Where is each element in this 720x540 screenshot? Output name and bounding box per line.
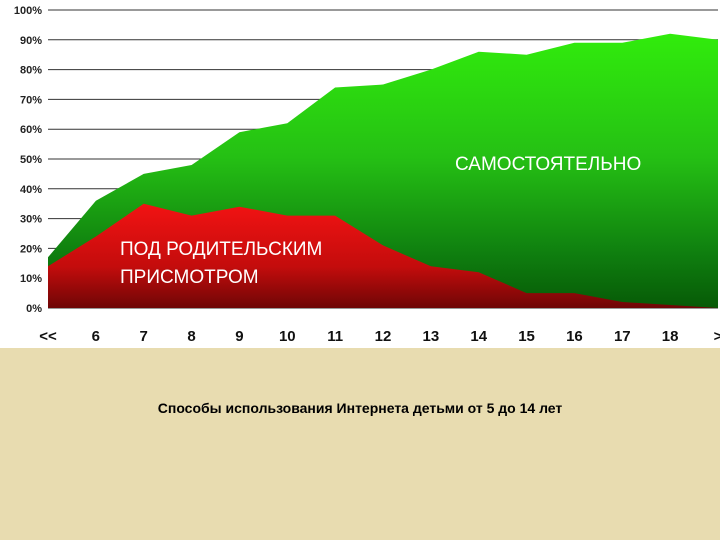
area-chart: 0% 10% 20% 30% 40% 50% 60% 70% 80% 90% 100% << 6 7 8 9… — [14, 5, 720, 345]
series-label-independent: САМОСТОЯТЕЛЬНО — [455, 154, 641, 175]
y-tick-label: 30% — [20, 214, 42, 226]
x-tick-label: 8 — [187, 328, 195, 345]
y-axis-ticks: 0% 10% 20% 30% 40% 50% 60% 70% 80% 90% 100% — [14, 5, 42, 315]
chart-caption: Способы использования Интернета детьми о… — [157, 400, 563, 416]
x-tick-label: << — [39, 328, 57, 345]
y-tick-label: 60% — [20, 124, 42, 136]
y-tick-label: 40% — [20, 184, 42, 196]
x-tick-label: 6 — [92, 328, 100, 345]
series-label-parental-line: ПОД РОДИТЕЛЬСКИМ — [120, 239, 322, 260]
x-tick-label: 7 — [140, 328, 148, 345]
x-tick-label: 13 — [423, 328, 440, 345]
x-tick-label: 16 — [566, 328, 583, 345]
x-axis-ticks: << 6 7 8 9 10 11 12 13 14 15 16 17 18 > — [39, 328, 720, 345]
y-tick-label: 10% — [20, 273, 42, 285]
y-tick-label: 50% — [20, 154, 42, 166]
x-tick-label: 14 — [470, 328, 487, 345]
y-tick-label: 20% — [20, 243, 42, 255]
x-tick-label: 15 — [518, 328, 535, 345]
x-tick-label: 12 — [375, 328, 392, 345]
chart-panel: 0% 10% 20% 30% 40% 50% 60% 70% 80% 90% 100% << 6 7 8 9… — [0, 0, 720, 348]
y-tick-label: 0% — [26, 303, 42, 315]
y-tick-label: 70% — [20, 94, 42, 106]
y-tick-label: 100% — [14, 5, 42, 17]
x-tick-label: 9 — [235, 328, 243, 345]
x-tick-label: 11 — [327, 328, 343, 345]
x-tick-label: 10 — [279, 328, 296, 345]
y-tick-label: 90% — [20, 35, 42, 47]
y-tick-label: 80% — [20, 65, 42, 77]
x-tick-label: 17 — [614, 328, 631, 345]
x-tick-label: > — [714, 328, 720, 345]
series-label-parental-line: ПРИСМОТРОМ — [120, 267, 259, 288]
series-area-parental — [48, 203, 718, 308]
x-tick-label: 18 — [662, 328, 679, 345]
